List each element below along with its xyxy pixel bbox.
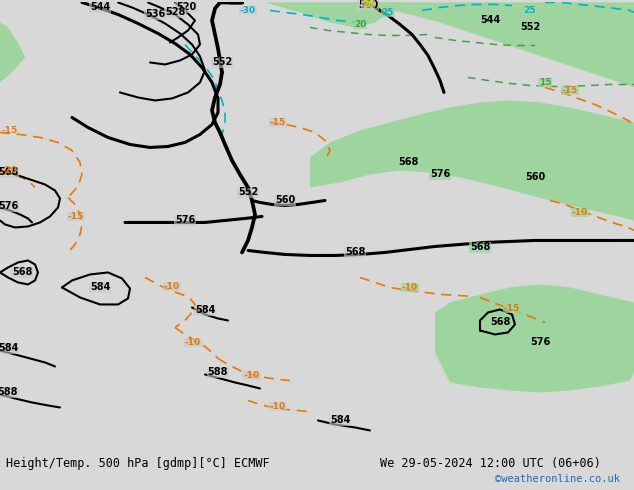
Polygon shape bbox=[265, 2, 400, 27]
Text: -15: -15 bbox=[68, 212, 84, 221]
Text: -10: -10 bbox=[270, 402, 286, 411]
Text: -30: -30 bbox=[240, 6, 256, 15]
Text: -20: -20 bbox=[2, 166, 18, 175]
Text: 20: 20 bbox=[354, 20, 366, 29]
Text: 568: 568 bbox=[0, 168, 18, 177]
Text: 568: 568 bbox=[490, 318, 510, 327]
Text: -15: -15 bbox=[2, 126, 18, 135]
Text: We 29-05-2024 12:00 UTC (06+06): We 29-05-2024 12:00 UTC (06+06) bbox=[380, 457, 601, 469]
Polygon shape bbox=[0, 23, 25, 82]
Text: -10: -10 bbox=[402, 283, 418, 292]
Polygon shape bbox=[435, 285, 634, 392]
Text: 520: 520 bbox=[176, 2, 196, 12]
Text: 536: 536 bbox=[145, 9, 165, 20]
Text: 576: 576 bbox=[430, 170, 450, 179]
Text: 15: 15 bbox=[539, 78, 551, 87]
Text: 588: 588 bbox=[208, 368, 228, 377]
Text: 560: 560 bbox=[525, 172, 545, 182]
Text: -10: -10 bbox=[244, 371, 260, 380]
Text: 576: 576 bbox=[530, 338, 550, 347]
Text: 552: 552 bbox=[212, 57, 232, 68]
Text: ©weatheronline.co.uk: ©weatheronline.co.uk bbox=[495, 474, 619, 484]
Text: 544: 544 bbox=[90, 2, 110, 12]
Text: 25: 25 bbox=[382, 8, 394, 17]
Text: 576: 576 bbox=[0, 201, 18, 212]
Text: -10: -10 bbox=[185, 338, 201, 347]
Text: 20: 20 bbox=[362, 0, 374, 9]
Text: 552: 552 bbox=[238, 188, 258, 197]
Text: -10: -10 bbox=[164, 282, 180, 291]
Text: 568: 568 bbox=[398, 157, 418, 168]
Text: 560: 560 bbox=[275, 196, 295, 205]
Text: 576: 576 bbox=[175, 216, 195, 225]
Text: 584: 584 bbox=[0, 343, 18, 353]
Text: Height/Temp. 500 hPa [gdmp][°C] ECMWF: Height/Temp. 500 hPa [gdmp][°C] ECMWF bbox=[6, 457, 270, 469]
Text: 584: 584 bbox=[90, 282, 110, 293]
Text: 584: 584 bbox=[195, 305, 215, 316]
Text: 568: 568 bbox=[345, 247, 365, 257]
Text: 568: 568 bbox=[470, 243, 490, 252]
Text: -15: -15 bbox=[504, 304, 520, 313]
Polygon shape bbox=[310, 100, 634, 220]
Text: 588: 588 bbox=[0, 388, 18, 397]
Text: 544: 544 bbox=[480, 16, 500, 25]
Text: 552: 552 bbox=[520, 23, 540, 32]
Text: 584: 584 bbox=[330, 416, 350, 425]
Text: -15: -15 bbox=[270, 118, 286, 127]
Text: 568: 568 bbox=[12, 268, 32, 277]
Text: -10: -10 bbox=[572, 208, 588, 217]
Polygon shape bbox=[350, 2, 634, 87]
Text: 25: 25 bbox=[524, 6, 536, 15]
Text: 528: 528 bbox=[165, 7, 185, 18]
Text: -15: -15 bbox=[562, 86, 578, 95]
Text: 560: 560 bbox=[358, 0, 378, 10]
